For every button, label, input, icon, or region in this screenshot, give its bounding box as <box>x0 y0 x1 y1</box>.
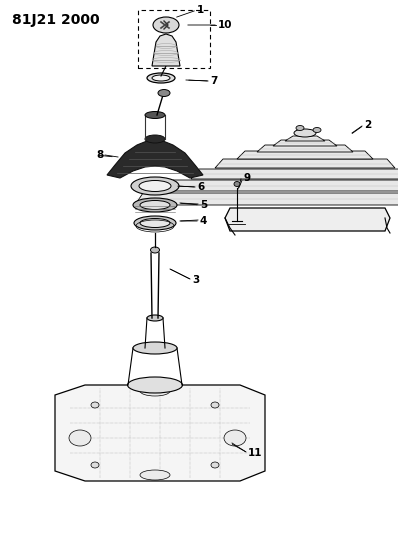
Ellipse shape <box>91 462 99 468</box>
Text: 2: 2 <box>364 120 371 130</box>
Ellipse shape <box>140 219 170 228</box>
Ellipse shape <box>69 430 91 446</box>
Ellipse shape <box>140 200 170 209</box>
Text: 10: 10 <box>218 20 232 30</box>
Text: 9: 9 <box>243 173 250 183</box>
Polygon shape <box>191 169 398 179</box>
Polygon shape <box>165 180 398 191</box>
Ellipse shape <box>140 470 170 480</box>
Polygon shape <box>55 385 265 481</box>
Text: 8: 8 <box>96 150 103 160</box>
Ellipse shape <box>296 125 304 131</box>
Ellipse shape <box>211 402 219 408</box>
Ellipse shape <box>224 430 246 446</box>
Text: 1: 1 <box>197 5 204 15</box>
Ellipse shape <box>147 315 163 321</box>
Ellipse shape <box>152 75 170 81</box>
Polygon shape <box>135 193 398 205</box>
Ellipse shape <box>91 402 99 408</box>
Text: 4: 4 <box>200 216 207 226</box>
Ellipse shape <box>131 177 179 195</box>
Polygon shape <box>257 145 353 152</box>
Ellipse shape <box>158 90 170 96</box>
Polygon shape <box>107 140 203 178</box>
Ellipse shape <box>145 135 165 143</box>
Ellipse shape <box>234 182 240 187</box>
Text: 7: 7 <box>210 76 217 86</box>
Polygon shape <box>285 136 325 141</box>
Ellipse shape <box>139 181 171 191</box>
Ellipse shape <box>145 111 165 118</box>
Ellipse shape <box>313 127 321 133</box>
Text: 11: 11 <box>248 448 263 458</box>
Polygon shape <box>237 151 373 159</box>
Polygon shape <box>273 140 337 146</box>
Ellipse shape <box>153 17 179 33</box>
Polygon shape <box>225 208 390 231</box>
Ellipse shape <box>150 247 160 253</box>
Ellipse shape <box>134 216 176 230</box>
Ellipse shape <box>127 377 183 393</box>
Text: 3: 3 <box>192 275 199 285</box>
Ellipse shape <box>133 342 177 354</box>
Ellipse shape <box>133 198 177 212</box>
FancyBboxPatch shape <box>138 10 210 68</box>
Ellipse shape <box>147 73 175 83</box>
Polygon shape <box>215 159 395 168</box>
Text: 6: 6 <box>197 182 204 192</box>
Ellipse shape <box>294 129 316 137</box>
Polygon shape <box>152 34 180 66</box>
Ellipse shape <box>140 386 170 396</box>
Text: 81J21 2000: 81J21 2000 <box>12 13 100 27</box>
Ellipse shape <box>211 462 219 468</box>
Text: 5: 5 <box>200 200 207 210</box>
